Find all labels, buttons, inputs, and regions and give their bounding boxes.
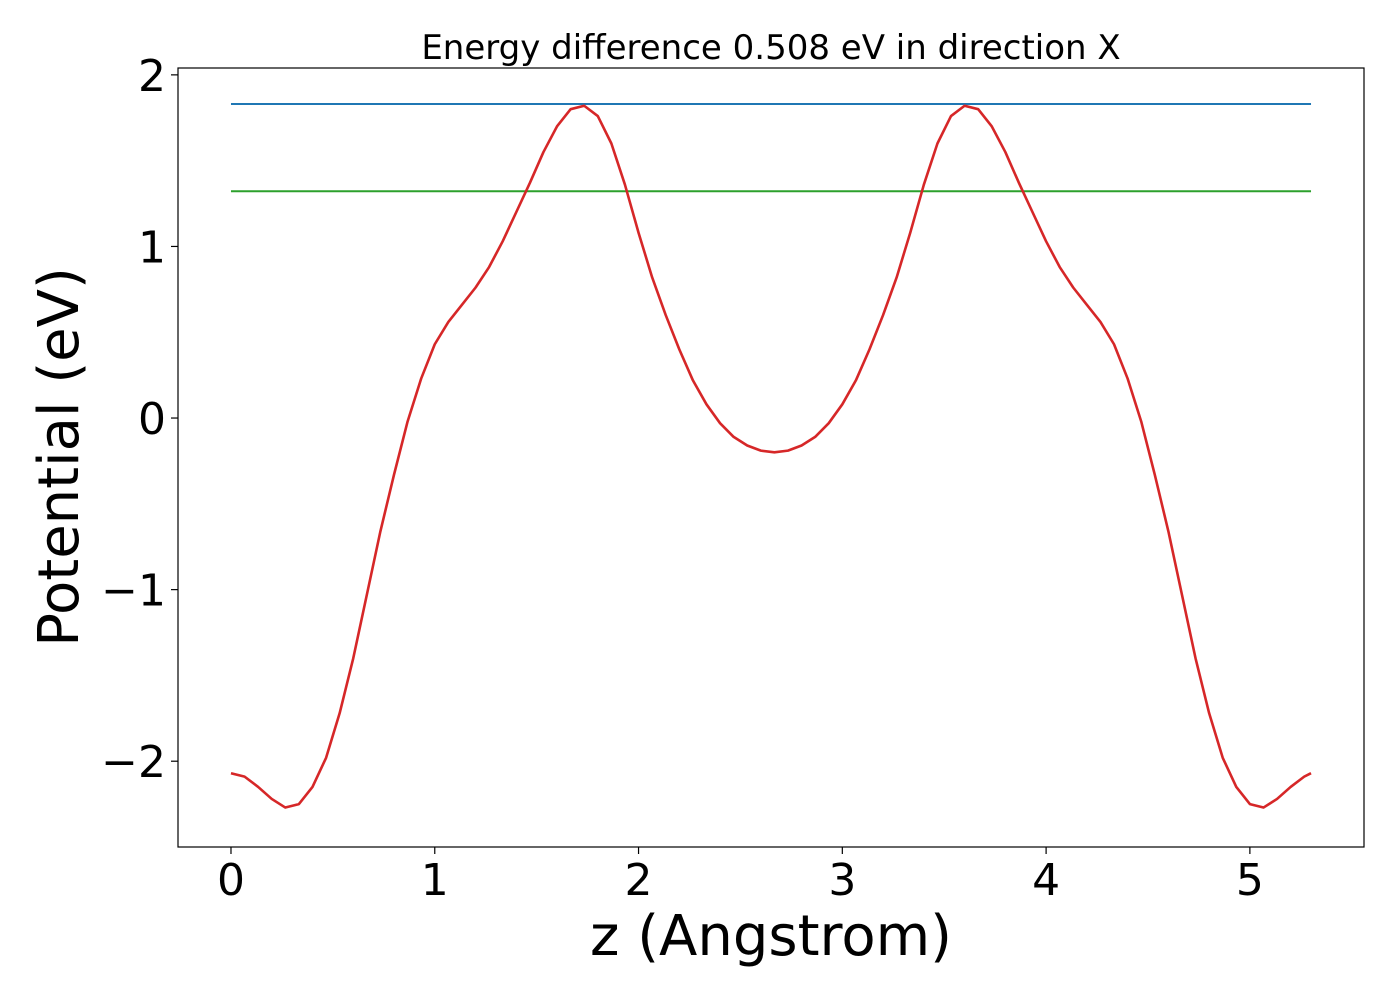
x-axis-label: z (Angstrom) (590, 904, 952, 969)
y-axis-label: Potential (eV) (27, 267, 92, 647)
y-tick-label: 0 (138, 394, 166, 445)
chart-title: Energy difference 0.508 eV in direction … (421, 28, 1120, 68)
x-tick-label: 4 (1032, 855, 1060, 906)
x-tick-label: 2 (625, 855, 653, 906)
y-tick-label: 1 (138, 222, 166, 273)
y-tick-label: −1 (101, 566, 166, 617)
potential-curve-line (230, 104, 1312, 809)
x-tick-label: 5 (1236, 855, 1264, 906)
x-tick-label: 3 (828, 855, 856, 906)
x-tick-label: 1 (421, 855, 449, 906)
x-tick-label: 0 (217, 855, 245, 906)
y-tick-label: 2 (138, 51, 166, 102)
plot-area-frame (177, 67, 1365, 848)
y-tick-label: −2 (101, 737, 166, 788)
